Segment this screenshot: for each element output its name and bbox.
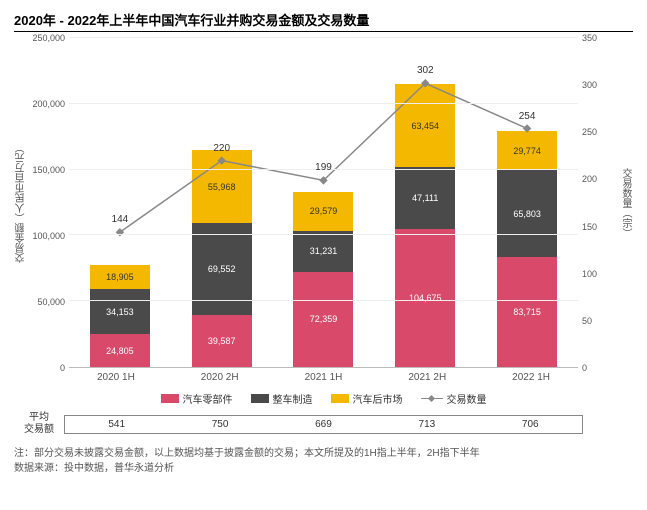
avg-row-label: 平均交易额: [14, 412, 64, 436]
legend-item: 整车制造: [251, 391, 313, 406]
y-tick-right: 250: [582, 127, 597, 137]
legend-label: 整车制造: [273, 391, 313, 406]
right-axis: 050100150200250300350: [578, 38, 618, 368]
line-point-label: 220: [213, 143, 230, 154]
y-tick-left: 200,000: [32, 99, 65, 109]
bar-segment-label: 39,587: [208, 336, 236, 346]
footnote: 注：部分交易未披露交易金额，以上数据均基于披露金额的交易；本文所提及的1H指上半…: [14, 446, 633, 476]
chart-area: 交易金额（人民币百万元） 050,000100,000150,000200,00…: [14, 38, 633, 368]
avg-cell: 669: [293, 419, 353, 430]
avg-cell: 706: [500, 419, 560, 430]
bar-segment: 63,454: [395, 84, 455, 168]
x-tick-label: 2021 1H: [293, 372, 353, 383]
bars-container: 18,905 34,153 24,805 55,968 69,552 39,587 29,5…: [69, 38, 578, 367]
y-tick-right: 300: [582, 80, 597, 90]
legend: 汽车零部件 整车制造 汽车后市场 交易数量: [14, 391, 633, 406]
legend-label: 汽车后市场: [353, 391, 403, 406]
avg-cell: 541: [87, 419, 147, 430]
bar-segment-label: 69,552: [208, 264, 236, 274]
bar-segment-label: 18,905: [106, 272, 134, 282]
grid-line: [69, 103, 578, 104]
grid-line: [69, 37, 578, 38]
right-axis-label: 交易数量（宗）: [618, 38, 633, 368]
legend-swatch: [331, 394, 349, 403]
footnote-line: 注：部分交易未披露交易金额，以上数据均基于披露金额的交易；本文所提及的1H指上半…: [14, 446, 633, 461]
line-point-label: 144: [112, 214, 129, 225]
left-axis-label: 交易金额（人民币百万元）: [14, 38, 29, 368]
x-tick-label: 2020 2H: [190, 372, 250, 383]
bar-segment: 72,359: [293, 272, 353, 367]
legend-swatch: [251, 394, 269, 403]
bar-segment: 29,774: [497, 131, 557, 170]
legend-item: 交易数量: [421, 391, 487, 406]
bar-segment: 34,153: [90, 289, 150, 334]
bar-segment-label: 29,774: [513, 146, 541, 156]
line-point-label: 254: [519, 111, 536, 122]
bar-segment: 47,111: [395, 167, 455, 229]
bar-segment-label: 34,153: [106, 307, 134, 317]
bar-group: 63,454 47,111 104,675: [395, 38, 455, 367]
bar-segment-label: 55,968: [208, 182, 236, 192]
grid-line: [69, 234, 578, 235]
y-tick-right: 200: [582, 174, 597, 184]
y-tick-left: 100,000: [32, 231, 65, 241]
line-point-label: 199: [315, 162, 332, 173]
y-tick-right: 350: [582, 33, 597, 43]
bar-segment-label: 31,231: [310, 246, 338, 256]
legend-swatch: [161, 394, 179, 403]
chart-title: 2020年 - 2022年上半年中国汽车行业并购交易金额及交易数量: [14, 10, 633, 29]
bar-segment: 39,587: [192, 315, 252, 367]
bar-segment-label: 104,675: [409, 293, 442, 303]
y-tick-left: 50,000: [37, 297, 65, 307]
bar-group: 55,968 69,552 39,587: [192, 38, 252, 367]
avg-cell: 750: [190, 419, 250, 430]
x-tick-label: 2021 2H: [397, 372, 457, 383]
y-tick-right: 50: [582, 316, 592, 326]
legend-label: 交易数量: [447, 391, 487, 406]
grid-line: [69, 300, 578, 301]
bar-segment: 83,715: [497, 257, 557, 367]
legend-label: 汽车零部件: [183, 391, 233, 406]
bar-segment: 65,803: [497, 170, 557, 257]
bar-segment-label: 47,111: [412, 193, 438, 203]
legend-line-swatch: [421, 394, 443, 404]
y-tick-right: 150: [582, 222, 597, 232]
y-tick-right: 100: [582, 269, 597, 279]
bar-segment: 29,579: [293, 192, 353, 231]
legend-item: 汽车后市场: [331, 391, 403, 406]
x-tick-label: 2022 1H: [501, 372, 561, 383]
y-tick-right: 0: [582, 363, 587, 373]
bar-group: 29,774 65,803 83,715: [497, 38, 557, 367]
bar-segment: 104,675: [395, 229, 455, 367]
bar-segment-label: 63,454: [412, 121, 440, 131]
bar-group: 29,579 31,231 72,359: [293, 38, 353, 367]
bar-segment-label: 65,803: [513, 209, 541, 219]
avg-row: 平均交易额 541 750 669 713 706: [14, 412, 633, 436]
left-axis: 050,000100,000150,000200,000250,000: [29, 38, 69, 368]
bar-segment: 31,231: [293, 231, 353, 272]
x-tick-label: 2020 1H: [86, 372, 146, 383]
line-point-label: 302: [417, 65, 434, 76]
bar-group: 18,905 34,153 24,805: [90, 38, 150, 367]
title-bar: 2020年 - 2022年上半年中国汽车行业并购交易金额及交易数量: [14, 10, 633, 32]
y-tick-left: 0: [60, 363, 65, 373]
bar-segment: 18,905: [90, 265, 150, 290]
y-tick-left: 150,000: [32, 165, 65, 175]
footnote-line: 数据来源：投中数据，普华永道分析: [14, 461, 633, 476]
plot-region: 18,905 34,153 24,805 55,968 69,552 39,587 29,5…: [69, 38, 578, 368]
avg-cell: 713: [397, 419, 457, 430]
avg-cells: 541 750 669 713 706: [64, 415, 583, 434]
bar-segment-label: 24,805: [106, 346, 134, 356]
legend-item: 汽车零部件: [161, 391, 233, 406]
bar-segment: 55,968: [192, 150, 252, 224]
x-axis: 2020 1H 2020 2H 2021 1H 2021 2H 2022 1H: [14, 368, 633, 387]
bar-segment: 24,805: [90, 334, 150, 367]
y-tick-left: 250,000: [32, 33, 65, 43]
bar-segment-label: 29,579: [310, 206, 338, 216]
bar-segment-label: 83,715: [513, 307, 541, 317]
bar-segment-label: 72,359: [310, 314, 338, 324]
